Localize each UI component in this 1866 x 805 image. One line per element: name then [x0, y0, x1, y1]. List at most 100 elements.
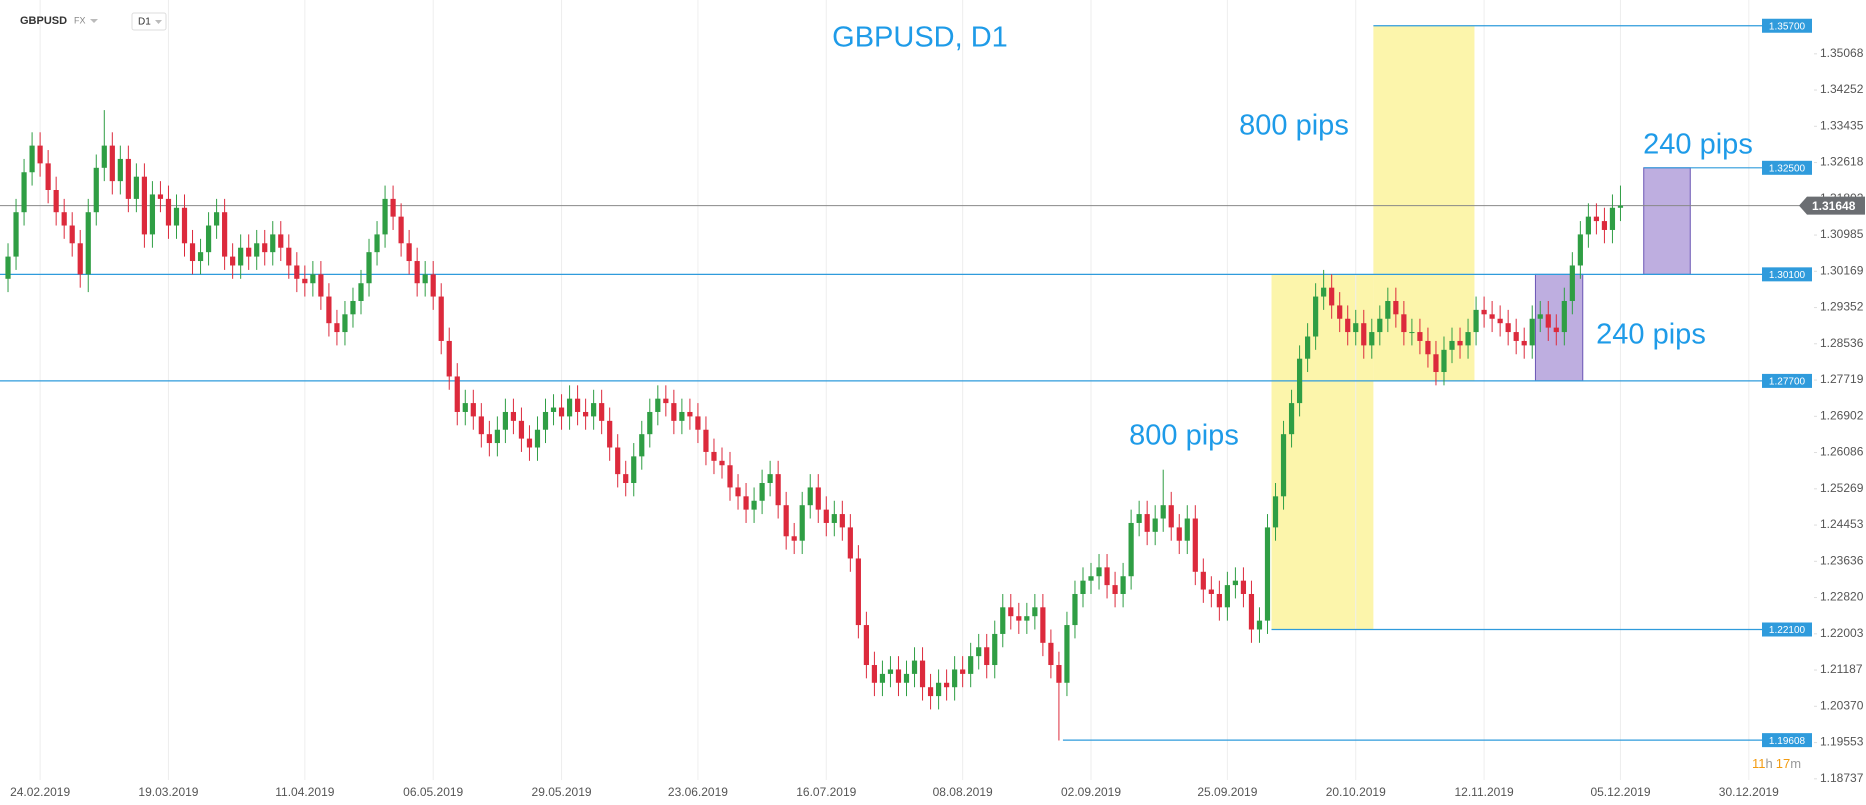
candle-body — [1457, 340, 1463, 346]
last-price-label: 1.31648 — [1812, 199, 1856, 213]
y-tick-label: 1.27719 — [1820, 372, 1864, 386]
candle-body — [1513, 332, 1519, 341]
candle-body — [1545, 314, 1551, 328]
candle-body — [310, 274, 316, 284]
candle-body — [526, 438, 533, 448]
zones — [1271, 25, 1691, 630]
candle-body — [1064, 625, 1070, 683]
candle-body — [968, 656, 974, 674]
y-tick-label: 1.25269 — [1820, 481, 1864, 495]
candle-body — [358, 283, 364, 301]
candle-body — [462, 403, 468, 412]
candle-body — [1473, 309, 1479, 333]
candle-body — [976, 647, 982, 657]
annotation: 240 pips — [1643, 129, 1753, 161]
candle-body — [1168, 505, 1174, 528]
y-tick-label: 1.29352 — [1820, 300, 1864, 314]
candle-body — [149, 194, 156, 235]
timeframe[interactable]: D1 — [138, 17, 151, 28]
x-tick-label: 25.09.2019 — [1197, 785, 1257, 799]
candle-body — [895, 669, 902, 683]
chart-title: GBPUSD, D1 — [832, 22, 1008, 54]
level-label: 1.30100 — [1769, 270, 1806, 281]
candle-body — [430, 274, 436, 297]
candle-body — [944, 682, 950, 688]
candle-body — [1593, 216, 1600, 222]
candle-body — [286, 247, 292, 266]
level-label: 1.32500 — [1769, 163, 1806, 174]
candle-body — [1337, 305, 1343, 319]
candle-body — [69, 225, 75, 244]
last-price-box — [1807, 196, 1865, 215]
candle-body — [671, 403, 677, 421]
candle-body — [165, 198, 172, 226]
candle-body — [960, 669, 966, 674]
candle-body — [157, 194, 164, 199]
y-tick-label: 1.30169 — [1820, 263, 1864, 277]
candle-body — [1561, 300, 1567, 333]
candle-body — [863, 625, 869, 666]
candle-body — [663, 398, 669, 404]
candle-body — [197, 252, 204, 262]
level-label-box — [1762, 267, 1812, 282]
candle-body — [1329, 287, 1335, 306]
candle-body — [141, 176, 147, 235]
candle-body — [262, 243, 268, 253]
level-label: 1.22100 — [1769, 625, 1806, 636]
countdown: 11h 17m — [1752, 756, 1801, 771]
candle-body — [318, 274, 324, 297]
candle-body — [847, 527, 853, 559]
candle-body — [294, 265, 300, 279]
candle-body — [534, 429, 541, 448]
zone — [1373, 25, 1475, 381]
candle-body — [743, 496, 749, 510]
candle-body — [181, 207, 188, 244]
candle-body — [173, 207, 180, 226]
candle-body — [799, 505, 805, 541]
timeframe-box[interactable] — [131, 12, 167, 31]
annotation: 800 pips — [1129, 420, 1239, 452]
candle-body — [1048, 642, 1054, 666]
candle-body — [1136, 514, 1142, 523]
candle-body — [213, 212, 220, 226]
candle-body — [77, 243, 83, 275]
level-label-box — [1762, 733, 1812, 748]
candle-body — [494, 429, 500, 444]
candle-body — [1152, 518, 1158, 532]
candle-body — [1361, 323, 1367, 346]
candle-body — [1449, 340, 1455, 350]
candle-body — [406, 243, 412, 262]
x-tick-label: 08.08.2019 — [933, 785, 993, 799]
candle-body — [518, 420, 525, 439]
x-tick-label: 24.02.2019 — [10, 785, 70, 799]
level-label-box — [1762, 160, 1812, 175]
dropdown-arrow[interactable] — [90, 19, 98, 23]
levels — [0, 25, 1813, 741]
candle-body — [703, 429, 709, 452]
candle-body — [631, 456, 637, 484]
candle-body — [1128, 522, 1134, 577]
candle-body — [61, 212, 67, 226]
candle-body — [230, 256, 236, 266]
candle-body — [390, 198, 396, 217]
candle-body — [382, 198, 388, 235]
candle-body — [952, 669, 958, 688]
candle-body — [607, 420, 613, 448]
symbol[interactable]: GBPUSD — [20, 15, 67, 27]
candle-body — [93, 167, 99, 213]
candle-body — [246, 247, 252, 257]
y-tick-label: 1.22003 — [1820, 626, 1864, 640]
candle-body — [831, 514, 837, 523]
candle-body — [326, 296, 332, 324]
candle-body — [1609, 207, 1616, 230]
x-tick-label: 30.12.2019 — [1719, 785, 1779, 799]
candle-body — [1537, 314, 1543, 319]
candle-body — [85, 212, 91, 275]
y-tick-label: 1.34252 — [1820, 82, 1864, 96]
level-label: 1.27700 — [1769, 377, 1806, 388]
candle-body — [1224, 585, 1230, 608]
candle-body — [117, 158, 123, 182]
candle-body — [254, 243, 260, 257]
candle-body — [1465, 332, 1471, 346]
